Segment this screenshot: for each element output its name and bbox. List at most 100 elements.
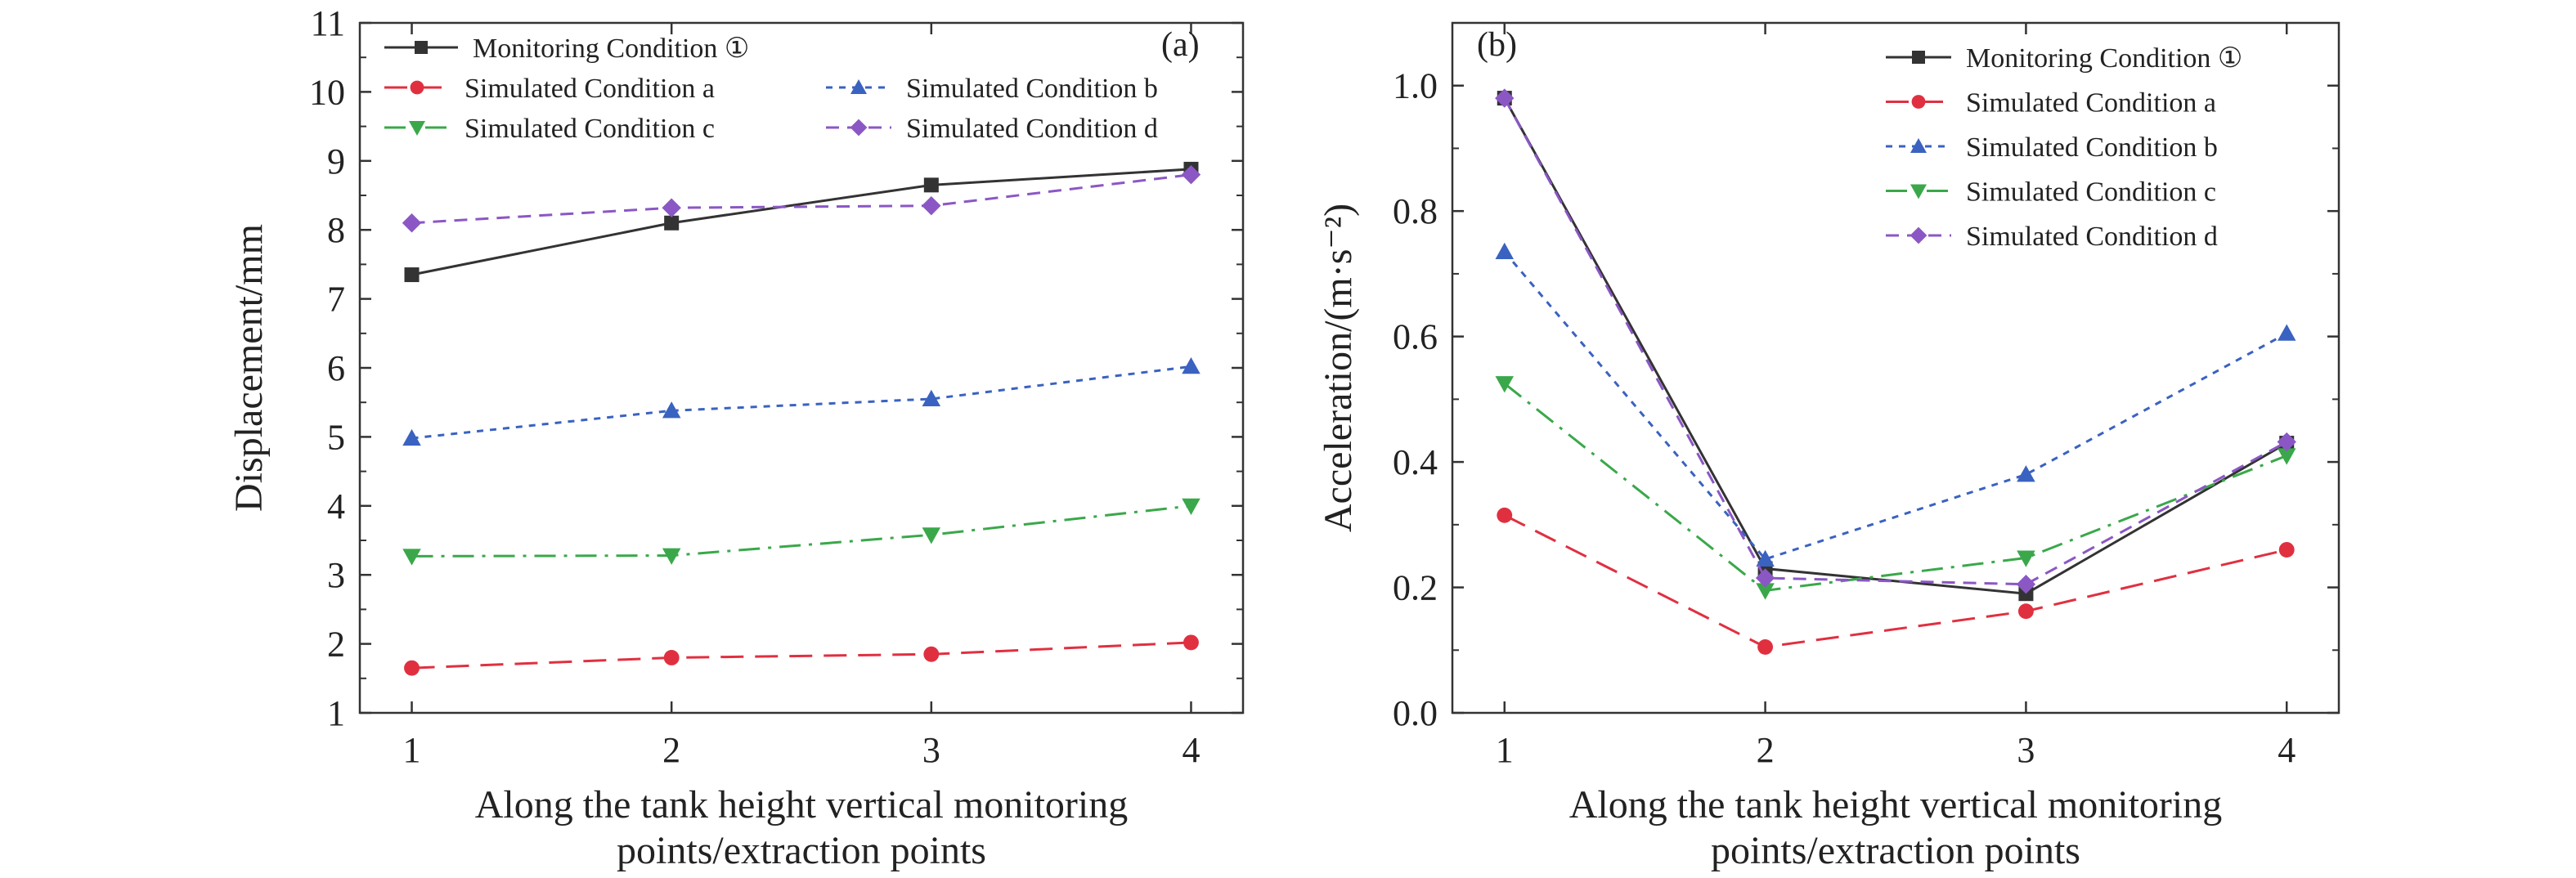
x-tick-label: 4: [2278, 730, 2296, 770]
y-tick-label: 0.4: [1393, 442, 1438, 482]
legend-label: Simulated Condition b: [1966, 132, 2218, 163]
legend-swatch-marker: [1910, 138, 1927, 153]
y-axis-title: Displacement/mm: [227, 224, 271, 512]
legend-label: Simulated Condition a: [464, 74, 715, 104]
data-point: [662, 401, 681, 419]
y-tick-label: 0.8: [1393, 191, 1438, 231]
legend-label: Monitoring Condition ①: [473, 34, 749, 64]
series-line: [411, 173, 1192, 225]
legend-swatch-marker: [1910, 184, 1927, 199]
series-line: [411, 168, 1192, 276]
x-axis-title-line: Along the tank height vertical monitorin…: [475, 783, 1129, 826]
y-tick-label: 10: [309, 72, 345, 112]
series-line: [1503, 97, 2287, 595]
series-line: [1503, 383, 2287, 592]
data-point: [1757, 638, 1774, 655]
data-point: [2278, 542, 2295, 558]
x-axis-title-line: points/extraction points: [617, 829, 986, 872]
data-point: [1756, 583, 1775, 600]
legend-swatch-marker: [415, 41, 428, 54]
data-point: [1756, 549, 1775, 567]
data-point: [2017, 550, 2035, 567]
data-point: [1495, 242, 1515, 260]
data-point: [1182, 498, 1200, 516]
y-tick-label: 6: [327, 348, 345, 388]
x-axis-title-line: Along the tank height vertical monitorin…: [1569, 783, 2223, 826]
data-point: [2017, 603, 2034, 620]
data-point: [2017, 465, 2035, 482]
series-line: [411, 641, 1192, 670]
data-point: [1182, 357, 1200, 374]
data-point: [664, 215, 680, 231]
legend-swatch-marker: [850, 79, 867, 94]
plot-frame: [1451, 21, 2340, 714]
y-tick-label: 8: [327, 210, 345, 250]
data-point: [2016, 575, 2036, 594]
legend-swatch-marker: [409, 121, 425, 136]
data-point: [922, 527, 941, 544]
y-tick-label: 1.0: [1393, 66, 1438, 106]
panel-label: (a): [1161, 26, 1200, 64]
y-tick-label: 7: [327, 280, 345, 320]
data-point: [404, 267, 420, 283]
data-point: [1495, 88, 1515, 108]
legend-label: Simulated Condition d: [906, 114, 1158, 144]
y-tick-label: 0.2: [1393, 568, 1438, 608]
y-tick-label: 1: [327, 693, 345, 733]
series-line: [411, 365, 1192, 440]
data-point: [662, 198, 681, 217]
data-point: [1755, 568, 1775, 588]
y-tick-label: 0.6: [1393, 317, 1438, 357]
y-tick-label: 11: [311, 3, 345, 43]
data-point: [402, 428, 421, 446]
data-point: [922, 389, 941, 406]
legend-label: Simulated Condition c: [464, 114, 715, 144]
data-point: [2277, 432, 2296, 452]
panel-a-displacement: 1 2 3 4 1 2 3 4 5 6 7 8 9 10 11 Along the tank height v…: [227, 3, 1245, 872]
data-point: [1183, 634, 1199, 651]
y-tick-label: 5: [327, 417, 345, 457]
legend-swatch-marker: [850, 119, 868, 137]
data-point: [404, 660, 420, 676]
y-tick-label: 3: [327, 555, 345, 595]
data-point: [1181, 164, 1201, 185]
y-tick-label: 4: [327, 486, 345, 526]
series-line: [411, 504, 1192, 558]
data-point: [402, 213, 422, 233]
data-point: [2277, 324, 2296, 341]
series-line: [1503, 251, 2287, 561]
legend-label: Simulated Condition c: [1966, 177, 2216, 208]
data-point: [923, 646, 940, 662]
x-tick-label: 4: [1182, 730, 1200, 770]
legend-label: Simulated Condition a: [1966, 88, 2216, 119]
data-point: [2277, 448, 2296, 465]
data-point: [923, 177, 939, 193]
legend-swatch-marker: [410, 80, 424, 95]
data-point: [402, 549, 421, 566]
data-point: [922, 195, 941, 216]
y-tick-label: 2: [327, 625, 345, 665]
data-point: [663, 650, 680, 665]
data-point: [1495, 376, 1515, 393]
x-tick-label: 3: [2017, 730, 2035, 770]
legend-swatch-marker: [1912, 51, 1925, 64]
data-point: [662, 548, 681, 565]
legend-label: Monitoring Condition ①: [1966, 43, 2242, 74]
legend-label: Simulated Condition d: [1966, 222, 2218, 252]
panel-b-acceleration: 1 2 3 4 0.0 0.2 0.4 0.6 0.8 1.0 Along the tank hei…: [1317, 21, 2340, 872]
data-point: [1497, 507, 1513, 523]
legend-label: Simulated Condition b: [906, 74, 1158, 104]
x-tick-label: 3: [922, 730, 940, 770]
series-line: [1504, 513, 2287, 648]
panel-label: (b): [1477, 26, 1517, 64]
legend-swatch-marker: [1911, 95, 1926, 109]
x-tick-label: 2: [1757, 730, 1775, 770]
x-tick-label: 2: [662, 730, 680, 770]
x-axis-title-line: points/extraction points: [1711, 829, 2080, 872]
y-tick-label: 9: [327, 141, 345, 181]
y-axis-title: Acceleration/(m·s⁻²): [1317, 204, 1360, 532]
x-tick-label: 1: [1496, 730, 1514, 770]
legend-swatch-marker: [1910, 226, 1928, 244]
y-tick-label: 0.0: [1393, 693, 1438, 733]
